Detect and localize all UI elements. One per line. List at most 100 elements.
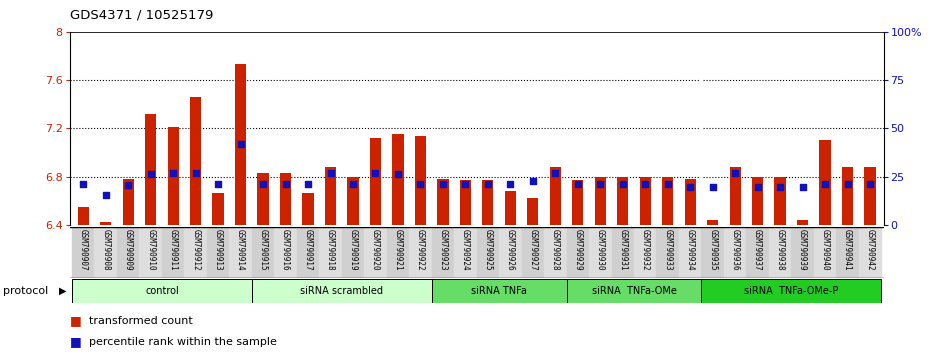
Text: GSM790916: GSM790916 bbox=[281, 229, 290, 270]
Bar bbox=[505, 191, 516, 225]
FancyBboxPatch shape bbox=[72, 279, 252, 303]
Point bbox=[278, 181, 293, 187]
Text: GSM790912: GSM790912 bbox=[192, 229, 200, 270]
Bar bbox=[117, 227, 140, 278]
Text: GSM790917: GSM790917 bbox=[303, 229, 312, 270]
Bar bbox=[95, 227, 117, 278]
Bar bbox=[752, 177, 764, 225]
Text: GSM790931: GSM790931 bbox=[618, 229, 627, 270]
Point bbox=[751, 184, 765, 190]
Text: GSM790913: GSM790913 bbox=[214, 229, 222, 270]
Text: GSM790908: GSM790908 bbox=[101, 229, 111, 270]
Text: GSM790910: GSM790910 bbox=[146, 229, 155, 270]
Point bbox=[503, 181, 518, 187]
Bar bbox=[618, 177, 629, 225]
Bar bbox=[100, 222, 112, 225]
Bar bbox=[297, 227, 319, 278]
Text: siRNA  TNFa-OMe: siRNA TNFa-OMe bbox=[591, 286, 676, 296]
Bar bbox=[657, 227, 679, 278]
Bar bbox=[184, 227, 206, 278]
Text: GSM790925: GSM790925 bbox=[484, 229, 492, 270]
Bar bbox=[634, 227, 657, 278]
Point bbox=[773, 184, 788, 190]
Point bbox=[233, 141, 248, 147]
Point bbox=[368, 170, 383, 176]
Bar bbox=[459, 180, 471, 225]
Text: GSM790927: GSM790927 bbox=[528, 229, 538, 270]
Bar bbox=[662, 177, 673, 225]
Bar bbox=[274, 227, 297, 278]
Text: GSM790940: GSM790940 bbox=[820, 229, 830, 270]
Point bbox=[435, 181, 450, 187]
Point bbox=[638, 181, 653, 187]
Point bbox=[570, 181, 585, 187]
Point bbox=[300, 181, 315, 187]
Bar bbox=[319, 227, 341, 278]
Point bbox=[548, 170, 563, 176]
Point bbox=[413, 181, 428, 187]
Bar bbox=[370, 138, 381, 225]
Point bbox=[840, 181, 855, 187]
Bar bbox=[392, 135, 404, 225]
Text: ▶: ▶ bbox=[59, 286, 66, 296]
Bar bbox=[679, 227, 701, 278]
Bar bbox=[729, 167, 741, 225]
Bar bbox=[707, 220, 718, 225]
FancyBboxPatch shape bbox=[432, 279, 566, 303]
Bar bbox=[206, 227, 230, 278]
Bar bbox=[836, 227, 858, 278]
Text: GSM790929: GSM790929 bbox=[573, 229, 582, 270]
Text: GSM790937: GSM790937 bbox=[753, 229, 762, 270]
Text: siRNA  TNFa-OMe-P: siRNA TNFa-OMe-P bbox=[744, 286, 839, 296]
Point bbox=[525, 178, 540, 184]
Text: GSM790918: GSM790918 bbox=[326, 229, 335, 270]
Bar bbox=[483, 180, 494, 225]
Bar bbox=[775, 177, 786, 225]
Bar bbox=[701, 227, 724, 278]
Text: GSM790941: GSM790941 bbox=[843, 229, 852, 270]
FancyBboxPatch shape bbox=[701, 279, 882, 303]
Bar bbox=[858, 227, 882, 278]
Point bbox=[323, 170, 338, 176]
Bar bbox=[747, 227, 769, 278]
Bar bbox=[612, 227, 634, 278]
Text: GSM790932: GSM790932 bbox=[641, 229, 650, 270]
Bar bbox=[437, 179, 448, 225]
Text: GSM790936: GSM790936 bbox=[731, 229, 739, 270]
Bar bbox=[365, 227, 387, 278]
Text: ■: ■ bbox=[70, 335, 82, 348]
Bar bbox=[791, 227, 814, 278]
Bar bbox=[454, 227, 476, 278]
Bar bbox=[348, 177, 359, 225]
Text: siRNA scrambled: siRNA scrambled bbox=[300, 286, 383, 296]
Point bbox=[727, 170, 742, 176]
Bar bbox=[387, 227, 409, 278]
Bar bbox=[550, 167, 561, 225]
Text: GSM790928: GSM790928 bbox=[551, 229, 560, 270]
Text: GSM790921: GSM790921 bbox=[393, 229, 403, 270]
Point bbox=[99, 192, 113, 198]
Text: GSM790924: GSM790924 bbox=[461, 229, 470, 270]
Bar bbox=[566, 227, 589, 278]
Bar bbox=[258, 173, 269, 225]
Text: GSM790933: GSM790933 bbox=[663, 229, 672, 270]
Bar bbox=[235, 64, 246, 225]
Bar bbox=[77, 207, 89, 225]
Bar bbox=[769, 227, 791, 278]
Bar bbox=[230, 227, 252, 278]
Text: GSM790939: GSM790939 bbox=[798, 229, 807, 270]
Point bbox=[481, 181, 496, 187]
Bar bbox=[864, 167, 876, 225]
Bar bbox=[544, 227, 566, 278]
FancyBboxPatch shape bbox=[252, 279, 432, 303]
Text: GSM790938: GSM790938 bbox=[776, 229, 785, 270]
Text: siRNA TNFa: siRNA TNFa bbox=[472, 286, 527, 296]
Bar bbox=[640, 177, 651, 225]
Text: percentile rank within the sample: percentile rank within the sample bbox=[89, 337, 277, 347]
Text: control: control bbox=[145, 286, 179, 296]
Bar bbox=[280, 173, 291, 225]
Text: GSM790920: GSM790920 bbox=[371, 229, 380, 270]
Bar bbox=[724, 227, 747, 278]
Text: GSM790914: GSM790914 bbox=[236, 229, 246, 270]
Bar bbox=[432, 227, 454, 278]
